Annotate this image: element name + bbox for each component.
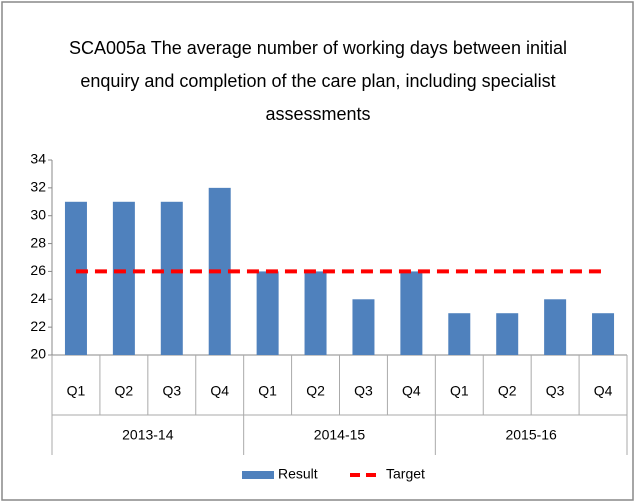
y-tick-label: 32 [30,179,46,195]
y-tick-label: 24 [30,290,46,306]
bar [304,271,327,355]
chart-title: SCA005a The average number of working da… [69,38,567,124]
bar [112,201,135,355]
bar [448,313,471,355]
x-tick-label: Q3 [354,383,373,399]
x-tick-label: Q3 [546,383,565,399]
x-tick-label: Q2 [306,383,325,399]
legend-label: Result [278,466,318,482]
bar [256,271,279,355]
x-tick-label: Q3 [162,383,181,399]
y-tick-label: 34 [30,151,46,167]
legend-swatch [242,471,274,479]
bar [160,201,183,355]
y-tick-label: 28 [30,234,46,250]
group-label: 2015-16 [505,427,557,443]
bar [592,313,615,355]
bar [496,313,519,355]
x-tick-label: Q1 [258,383,277,399]
x-tick-label: Q4 [594,383,613,399]
legend-label: Target [386,466,425,482]
x-tick-label: Q2 [115,383,134,399]
group-label: 2014-15 [314,427,366,443]
y-tick-label: 26 [30,262,46,278]
bar [400,271,423,355]
bar [544,299,567,355]
y-tick-label: 20 [30,346,46,362]
x-tick-label: Q1 [450,383,469,399]
bar [64,201,87,355]
bar [352,299,375,355]
x-tick-label: Q4 [210,383,229,399]
x-tick-label: Q4 [402,383,421,399]
group-label: 2013-14 [122,427,174,443]
y-tick-label: 30 [30,206,46,222]
x-tick-label: Q2 [498,383,517,399]
y-tick-label: 22 [30,318,46,334]
x-tick-label: Q1 [67,383,86,399]
